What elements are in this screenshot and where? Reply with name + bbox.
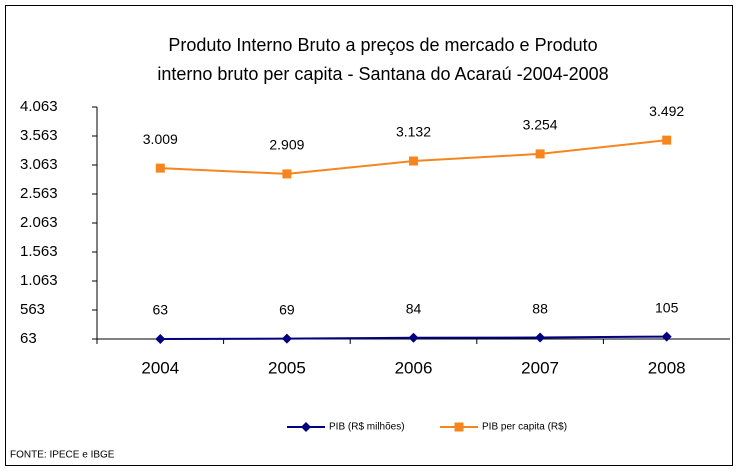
data-point — [409, 156, 418, 166]
x-tick-label: 2005 — [268, 358, 306, 377]
chart-title: interno bruto per capita - Santana do Ac… — [157, 64, 608, 84]
y-tick-label: 1.563 — [20, 243, 58, 260]
data-label: 84 — [406, 300, 422, 316]
legend-marker — [301, 422, 311, 432]
data-label: 2.909 — [269, 137, 304, 153]
y-tick-label: 563 — [20, 301, 45, 318]
chart-frame — [5, 5, 733, 466]
legend-marker — [454, 422, 464, 432]
data-label: 3.009 — [143, 131, 178, 147]
data-point — [408, 332, 419, 343]
data-point — [662, 135, 672, 145]
legend-label: PIB (R$ milhões) — [329, 422, 405, 433]
data-point — [535, 149, 545, 159]
data-point — [535, 332, 546, 343]
x-tick-label: 2006 — [395, 358, 433, 377]
data-label: 63 — [153, 302, 169, 318]
legend-label: PIB per capita (R$) — [482, 422, 567, 433]
data-label: 88 — [532, 300, 548, 316]
data-point — [282, 169, 292, 179]
data-label: 3.492 — [649, 103, 684, 119]
data-label: 69 — [279, 301, 295, 317]
data-label: 3.132 — [396, 124, 431, 140]
y-tick-label: 63 — [20, 330, 37, 347]
y-tick-label: 4.063 — [20, 98, 58, 115]
data-point — [155, 163, 165, 173]
data-label: 3.254 — [523, 117, 558, 133]
data-point — [281, 333, 292, 344]
x-tick-label: 2008 — [648, 358, 686, 377]
chart-title: Produto Interno Bruto a preços de mercad… — [168, 35, 597, 55]
y-tick-label: 3.563 — [20, 127, 58, 144]
data-point — [155, 334, 166, 344]
y-tick-label: 2.563 — [20, 185, 58, 202]
data-point — [661, 331, 672, 342]
y-tick-label: 1.063 — [20, 272, 58, 289]
x-tick-label: 2007 — [521, 358, 559, 377]
data-label: 105 — [655, 299, 679, 315]
source-note: FONTE: IPECE e IBGE — [10, 450, 115, 461]
x-tick-label: 2004 — [141, 358, 179, 377]
y-tick-label: 2.063 — [20, 214, 58, 231]
y-tick-label: 3.063 — [20, 156, 58, 173]
